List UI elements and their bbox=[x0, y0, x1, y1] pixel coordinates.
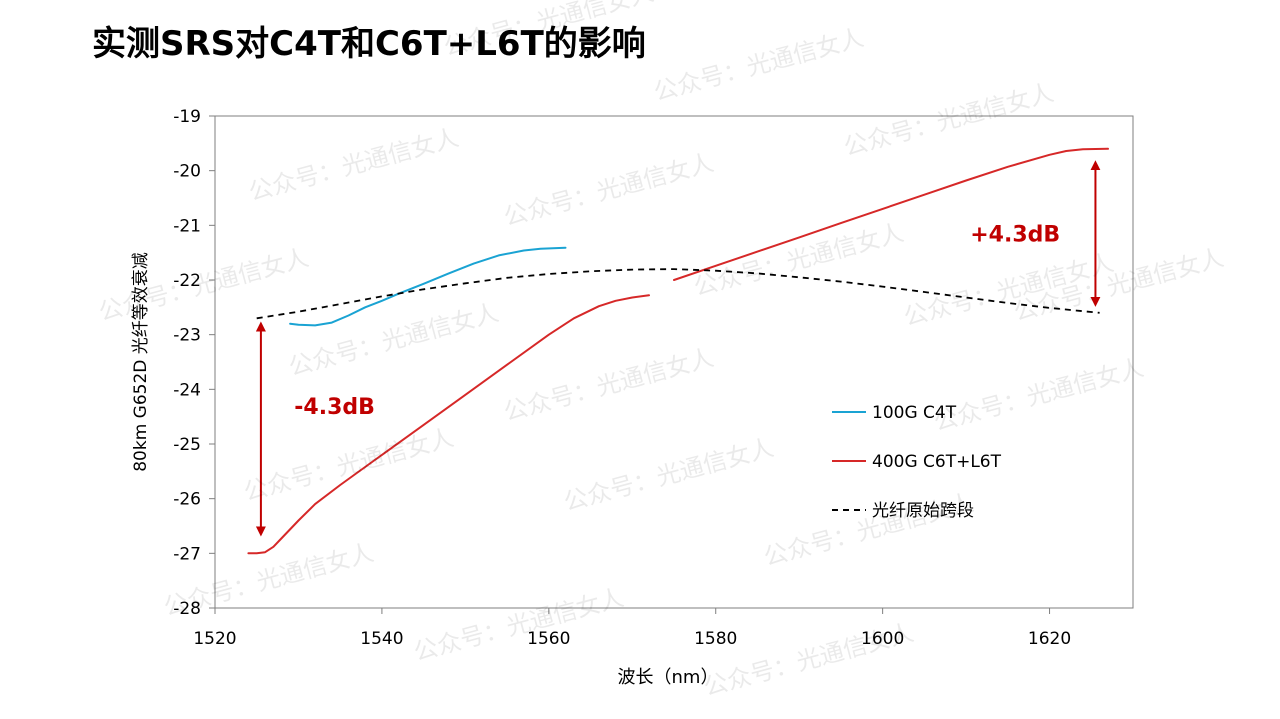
y-tick-label: -24 bbox=[173, 380, 201, 400]
x-tick-label: 1520 bbox=[193, 629, 236, 649]
page-title: 实测SRS对C4T和C6T+L6T的影响 bbox=[92, 24, 646, 64]
x-tick-label: 1540 bbox=[360, 629, 403, 649]
x-tick-label: 1620 bbox=[1028, 629, 1071, 649]
annotation-label-1: -4.3dB bbox=[294, 395, 375, 420]
y-tick-label: -25 bbox=[173, 435, 201, 455]
y-tick-label: -20 bbox=[173, 162, 201, 182]
plot-frame bbox=[214, 115, 1134, 609]
series-line-3 bbox=[256, 268, 1100, 320]
y-axis-label: 80km G652D 光纤等效衰减 bbox=[131, 252, 151, 472]
legend-label-1: 100G C4T bbox=[872, 403, 957, 423]
y-tick-label: -28 bbox=[173, 599, 201, 619]
y-tick-label: -22 bbox=[173, 271, 201, 291]
x-tick-label: 1600 bbox=[861, 629, 904, 649]
legend-label-3: 光纤原始跨段 bbox=[872, 501, 974, 521]
annotation-label-2: +4.3dB bbox=[970, 223, 1060, 248]
series-line-1 bbox=[289, 246, 567, 327]
y-tick-label: -21 bbox=[173, 216, 201, 236]
series-line-2-seg-1 bbox=[247, 294, 650, 555]
y-tick-label: -19 bbox=[173, 107, 201, 127]
x-tick-label: 1560 bbox=[527, 629, 570, 649]
x-axis-label: 波长（nm） bbox=[618, 667, 719, 688]
y-tick-label: -23 bbox=[173, 326, 201, 346]
y-tick-label: -27 bbox=[173, 544, 201, 564]
series-line-2-seg-2 bbox=[673, 147, 1109, 281]
y-tick-label: -26 bbox=[173, 490, 201, 510]
x-tick-label: 1580 bbox=[694, 629, 737, 649]
legend-label-2: 400G C6T+L6T bbox=[872, 452, 1002, 472]
